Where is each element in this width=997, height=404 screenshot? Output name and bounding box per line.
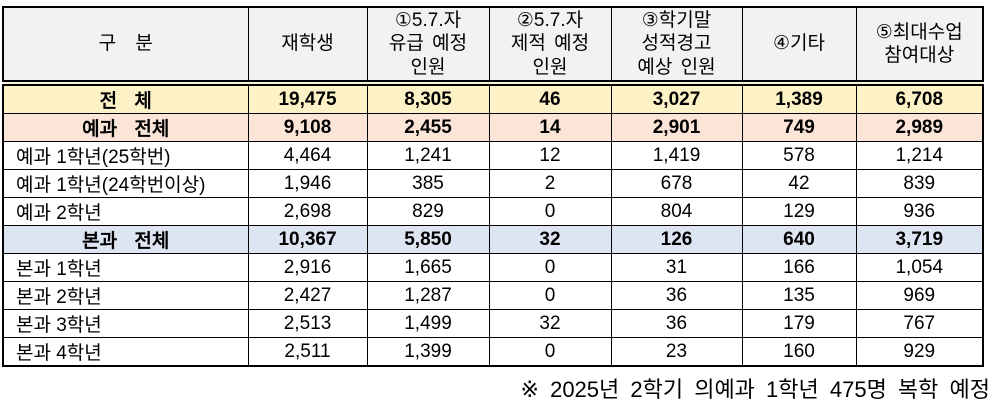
enrollment-table: 구 분 재학생 ①5.7.자 유급 예정 인원 ②5.7.자 제적 예정 인원 … bbox=[2, 6, 984, 367]
cell-value: 1,399 bbox=[366, 337, 490, 367]
cell-value: 936 bbox=[855, 197, 984, 226]
cell-value: 839 bbox=[855, 169, 984, 198]
table-row: 예과 1학년(25학번) 4,464 1,241 12 1,419 578 1,214 bbox=[2, 141, 984, 170]
cell-value: 2,427 bbox=[247, 281, 368, 310]
enrollment-table-container: 구 분 재학생 ①5.7.자 유급 예정 인원 ②5.7.자 제적 예정 인원 … bbox=[2, 6, 984, 367]
cell-value: 5,850 bbox=[366, 225, 490, 254]
table-header: 구 분 재학생 ①5.7.자 유급 예정 인원 ②5.7.자 제적 예정 인원 … bbox=[2, 6, 984, 86]
cell-value: 2,513 bbox=[247, 309, 368, 338]
cell-value: 23 bbox=[610, 337, 743, 367]
row-label: 본과 2학년 bbox=[2, 281, 249, 310]
table-row: 본과 3학년 2,513 1,499 32 36 179 767 bbox=[2, 309, 984, 338]
table-row: 전 체 19,475 8,305 46 3,027 1,389 6,708 bbox=[2, 82, 984, 114]
cell-value: 3,719 bbox=[855, 225, 984, 254]
cell-value: 1,499 bbox=[366, 309, 490, 338]
cell-value: 32 bbox=[488, 309, 612, 338]
cell-value: 166 bbox=[741, 253, 857, 282]
cell-value: 1,214 bbox=[855, 141, 984, 170]
column-header-enrolled: 재학생 bbox=[247, 6, 368, 86]
cell-value: 969 bbox=[855, 281, 984, 310]
cell-value: 135 bbox=[741, 281, 857, 310]
table-row: 예과 1학년(24학번이상) 1,946 385 2 678 42 839 bbox=[2, 169, 984, 198]
cell-value: 749 bbox=[741, 113, 857, 142]
cell-value: 1,946 bbox=[247, 169, 368, 198]
header-row: 구 분 재학생 ①5.7.자 유급 예정 인원 ②5.7.자 제적 예정 인원 … bbox=[2, 6, 984, 86]
column-header-gubun: 구 분 bbox=[2, 6, 249, 86]
cell-value: 12 bbox=[488, 141, 612, 170]
column-header-max-class-participation: ⑤최대수업 참여대상 bbox=[855, 6, 984, 86]
cell-value: 804 bbox=[610, 197, 743, 226]
cell-value: 0 bbox=[488, 337, 612, 367]
cell-value: 578 bbox=[741, 141, 857, 170]
cell-value: 10,367 bbox=[247, 225, 368, 254]
column-header-expulsion-expected: ②5.7.자 제적 예정 인원 bbox=[488, 6, 612, 86]
cell-value: 36 bbox=[610, 281, 743, 310]
row-label: 예과 2학년 bbox=[2, 197, 249, 226]
row-label: 본과 전체 bbox=[2, 225, 249, 254]
cell-value: 829 bbox=[366, 197, 490, 226]
cell-value: 640 bbox=[741, 225, 857, 254]
column-header-grade-warning-expected: ③학기말 성적경고 예상 인원 bbox=[610, 6, 743, 86]
cell-value: 2,916 bbox=[247, 253, 368, 282]
cell-value: 32 bbox=[488, 225, 612, 254]
cell-value: 14 bbox=[488, 113, 612, 142]
row-label: 본과 3학년 bbox=[2, 309, 249, 338]
cell-value: 0 bbox=[488, 253, 612, 282]
cell-value: 9,108 bbox=[247, 113, 368, 142]
table-row: 본과 1학년 2,916 1,665 0 31 166 1,054 bbox=[2, 253, 984, 282]
cell-value: 1,419 bbox=[610, 141, 743, 170]
cell-value: 126 bbox=[610, 225, 743, 254]
footnote: ※ 2025년 2학기 의예과 1학년 475명 복학 예정 bbox=[520, 377, 990, 402]
cell-value: 1,054 bbox=[855, 253, 984, 282]
cell-value: 385 bbox=[366, 169, 490, 198]
row-label: 본과 4학년 bbox=[2, 337, 249, 367]
row-label: 예과 1학년(24학번이상) bbox=[2, 169, 249, 198]
cell-value: 31 bbox=[610, 253, 743, 282]
cell-value: 36 bbox=[610, 309, 743, 338]
row-label: 예과 전체 bbox=[2, 113, 249, 142]
cell-value: 160 bbox=[741, 337, 857, 367]
cell-value: 2,698 bbox=[247, 197, 368, 226]
table-body: 전 체 19,475 8,305 46 3,027 1,389 6,708 예과 전체 9,10… bbox=[2, 82, 984, 367]
row-label: 본과 1학년 bbox=[2, 253, 249, 282]
cell-value: 1,389 bbox=[741, 82, 857, 114]
cell-value: 42 bbox=[741, 169, 857, 198]
cell-value: 6,708 bbox=[855, 82, 984, 114]
cell-value: 929 bbox=[855, 337, 984, 367]
column-header-etc: ④기타 bbox=[741, 6, 857, 86]
column-header-retention-expected: ①5.7.자 유급 예정 인원 bbox=[366, 6, 490, 86]
cell-value: 0 bbox=[488, 197, 612, 226]
cell-value: 1,287 bbox=[366, 281, 490, 310]
row-label: 예과 1학년(25학번) bbox=[2, 141, 249, 170]
cell-value: 2,901 bbox=[610, 113, 743, 142]
table-row: 예과 전체 9,108 2,455 14 2,901 749 2,989 bbox=[2, 113, 984, 142]
table-row: 예과 2학년 2,698 829 0 804 129 936 bbox=[2, 197, 984, 226]
cell-value: 678 bbox=[610, 169, 743, 198]
cell-value: 3,027 bbox=[610, 82, 743, 114]
cell-value: 2 bbox=[488, 169, 612, 198]
cell-value: 129 bbox=[741, 197, 857, 226]
cell-value: 179 bbox=[741, 309, 857, 338]
cell-value: 1,241 bbox=[366, 141, 490, 170]
cell-value: 1,665 bbox=[366, 253, 490, 282]
cell-value: 4,464 bbox=[247, 141, 368, 170]
cell-value: 19,475 bbox=[247, 82, 368, 114]
cell-value: 8,305 bbox=[366, 82, 490, 114]
cell-value: 0 bbox=[488, 281, 612, 310]
cell-value: 46 bbox=[488, 82, 612, 114]
table-row: 본과 4학년 2,511 1,399 0 23 160 929 bbox=[2, 337, 984, 367]
cell-value: 767 bbox=[855, 309, 984, 338]
table-row: 본과 2학년 2,427 1,287 0 36 135 969 bbox=[2, 281, 984, 310]
cell-value: 2,511 bbox=[247, 337, 368, 367]
cell-value: 2,989 bbox=[855, 113, 984, 142]
cell-value: 2,455 bbox=[366, 113, 490, 142]
row-label: 전 체 bbox=[2, 82, 249, 114]
table-row: 본과 전체 10,367 5,850 32 126 640 3,719 bbox=[2, 225, 984, 254]
